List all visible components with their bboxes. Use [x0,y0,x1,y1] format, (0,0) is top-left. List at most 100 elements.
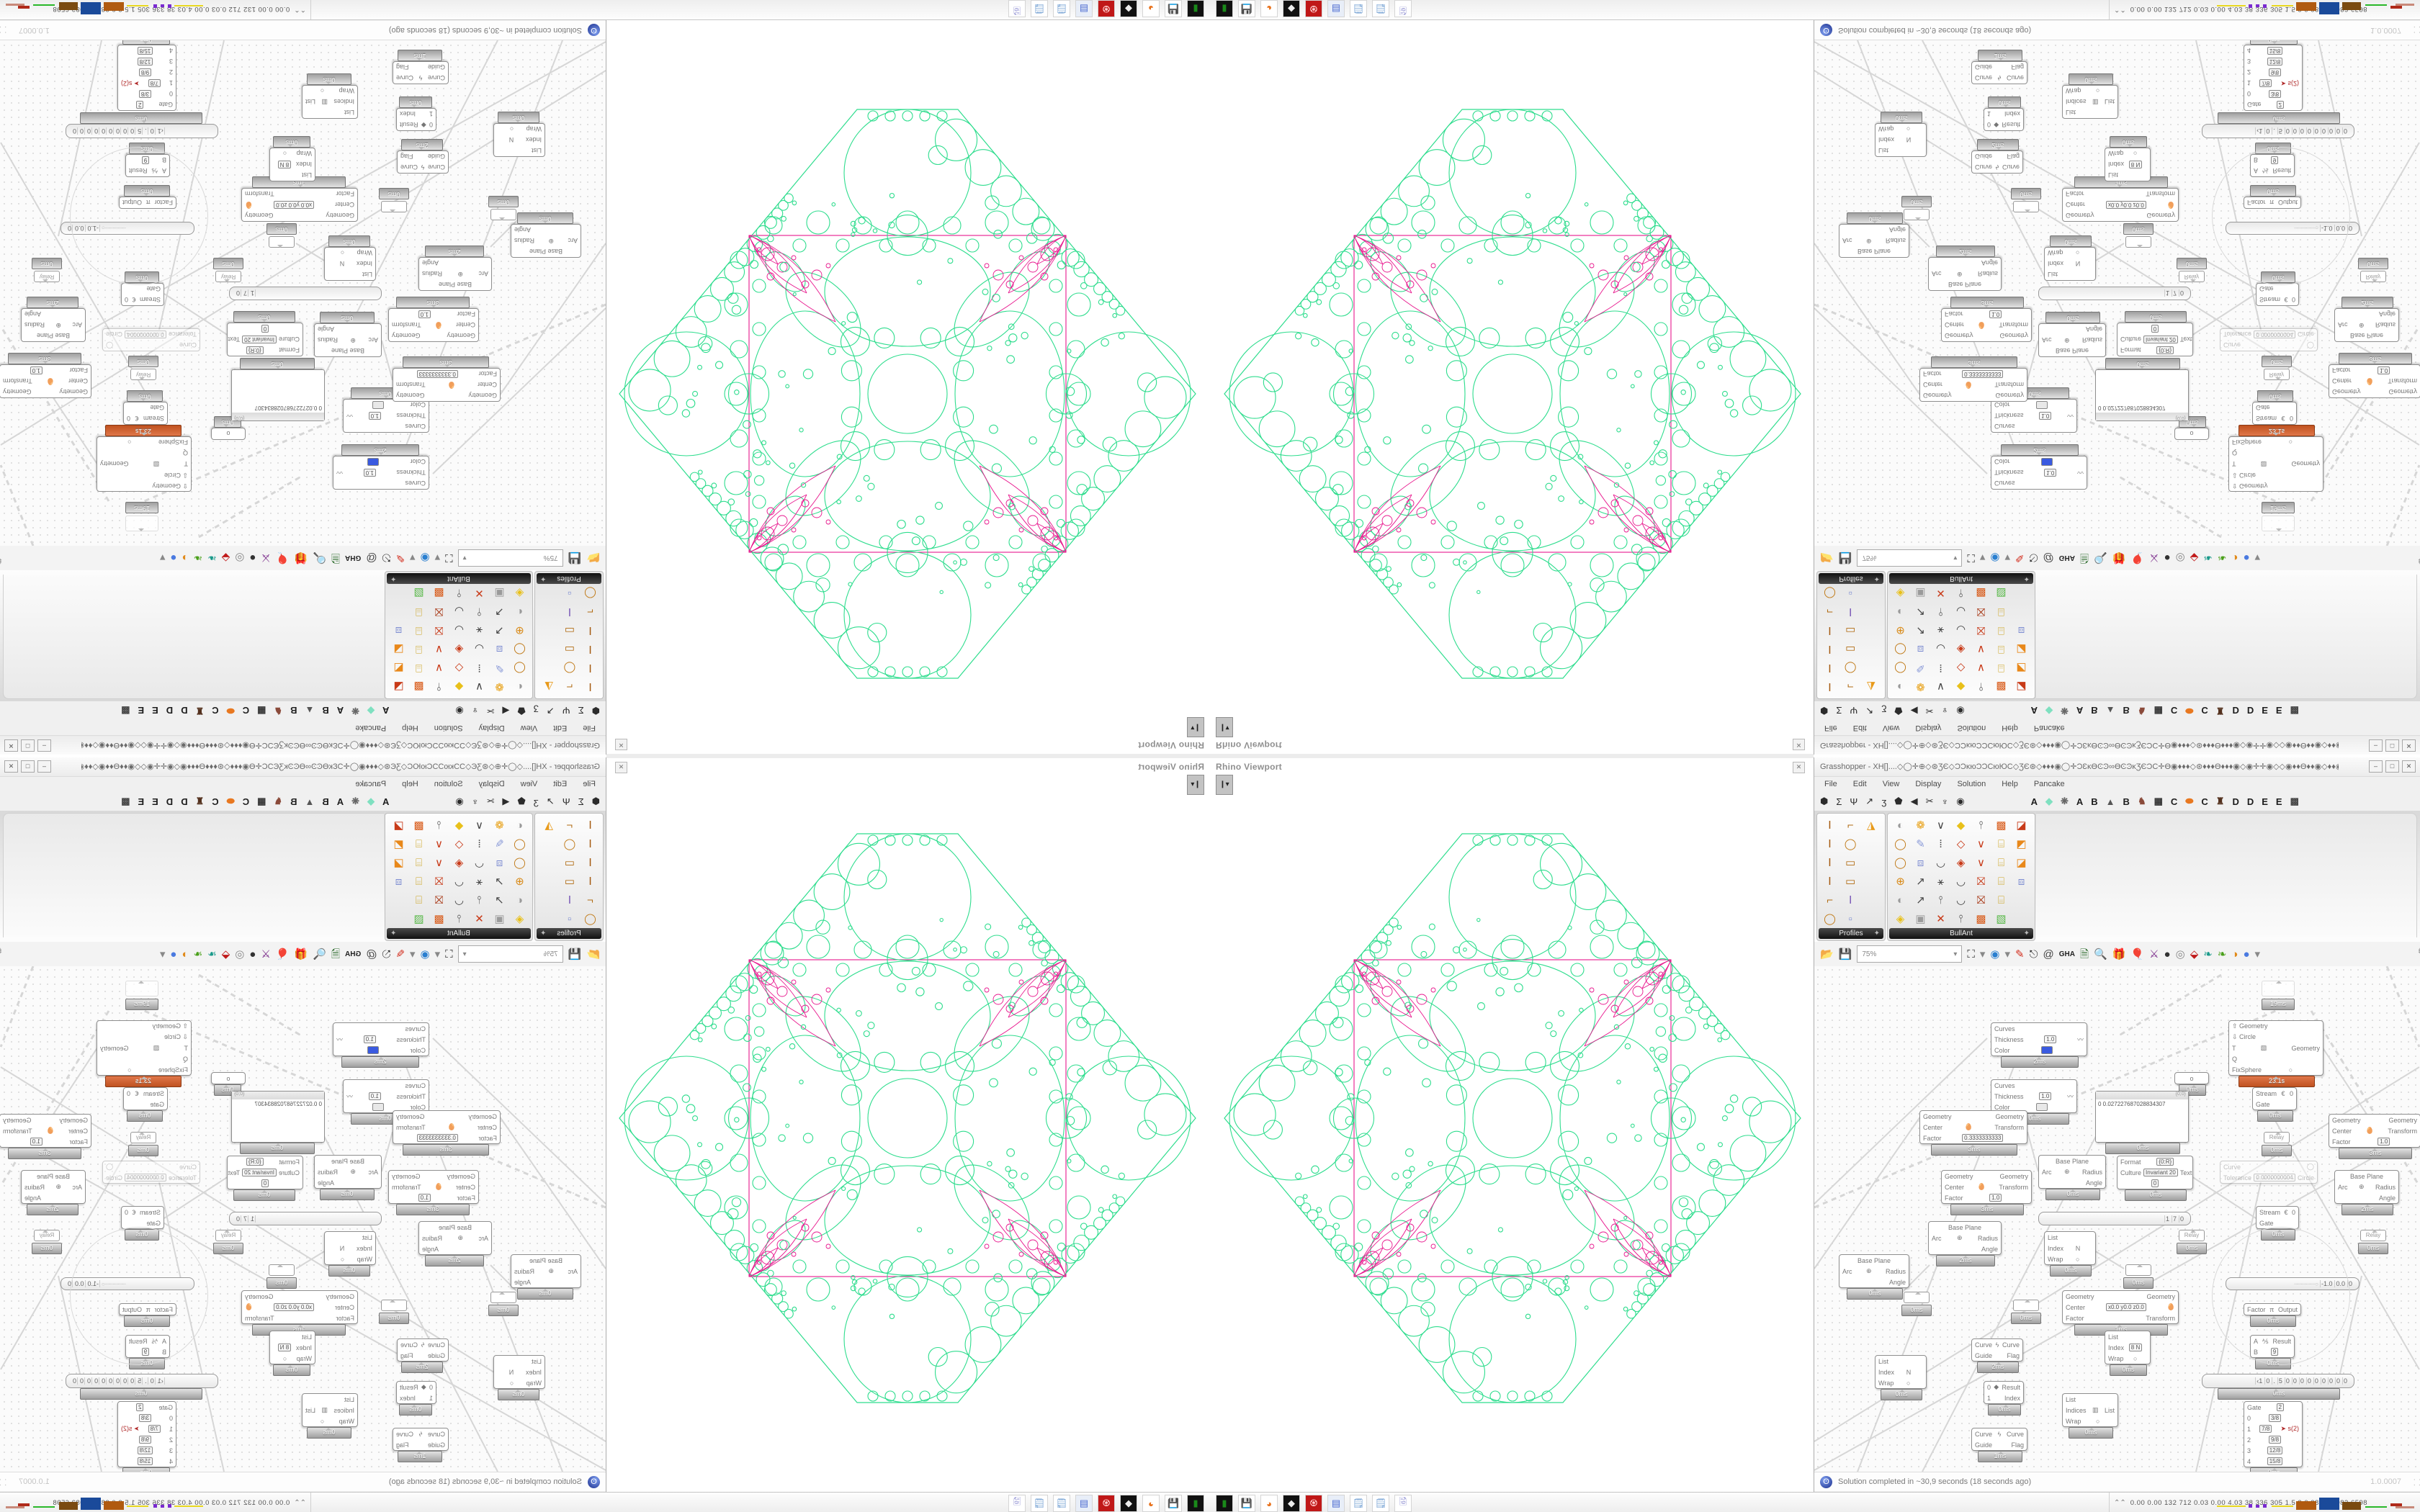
category-tab[interactable]: ❋ [2060,796,2069,806]
component-icon[interactable] [1861,872,1881,891]
component-icon[interactable]: ✕ [475,587,484,599]
component-icon[interactable]: Ⅰ [588,643,592,655]
component-icon[interactable]: ◩ [393,662,404,674]
category-tab[interactable]: A [382,705,390,716]
category-tab[interactable]: A [2076,705,2084,716]
number-slider[interactable]: ‹1 0. 5 0 0 0 0 0 0 0 0 0 0ms [2202,112,2354,138]
category-tab[interactable]: ♜ [2215,706,2225,716]
number-slider[interactable]: ‹1 0. 5 0 0 0 0 0 0 0 0 0 0ms [2202,1374,2354,1400]
component-icon[interactable]: ∨ [1977,643,1985,655]
gh-component[interactable]: List Index N Wrap ○ 0ms [1875,112,1927,157]
floppy64-icon[interactable]: 💾 [1165,1495,1182,1512]
grasshopper-titlebar[interactable]: Grasshopper - XH[]....◇◯✛⊕◇⊛ƷЄ◇ƆƆᴋюƆƆCюЮ… [1814,757,2420,777]
gh-component[interactable]: List Indices ▥ List Wrap ○ 0ms [2062,1393,2118,1439]
galapagos-icon[interactable]: ⚔ [2149,948,2159,960]
component-icon[interactable]: ↗ [495,894,504,906]
caret-icon[interactable]: ▾ [159,948,166,960]
gh-component[interactable]: List Index N Wrap ○ 0ms [324,1231,376,1277]
category-tab[interactable]: ⬬ [226,796,235,806]
component-icon[interactable]: ◯ [514,643,526,655]
gh-component[interactable]: Curve ϟ Curve Guide Flag 1ms [1971,50,2027,84]
sketch-pen-icon[interactable]: ✎ [395,948,405,960]
gem-red-icon[interactable]: ⬙ [221,948,230,960]
mail-icon[interactable]: @ [366,552,377,564]
close-button[interactable]: ✕ [4,760,18,773]
gh-component[interactable]: List Index 8 N Wrap ○ 0ms [269,136,315,181]
resize-grip[interactable]: ⸬ [0,1476,6,1488]
zoom-level-combo[interactable]: 75% ▾ [457,945,563,963]
component-icon[interactable]: ↗ [1916,894,1925,906]
component-icon[interactable]: ▭ [564,643,575,655]
category-tab[interactable]: ♞ [2137,706,2146,716]
relay-node[interactable]: Relay 0ms [2176,258,2208,282]
menu-item-help[interactable]: Help [402,724,418,732]
balloon-icon[interactable]: 🎈 [275,552,290,564]
notepad2-icon[interactable]: 🗒 [1372,0,1389,17]
notepad-icon[interactable]: 🗒 [1350,1495,1367,1512]
component-icon[interactable]: Ⅰ [588,662,592,674]
drop-teal-icon[interactable]: ❧ [207,948,217,960]
component-icon[interactable]: ◐ [1896,819,1904,832]
component-icon[interactable] [539,872,559,891]
component-icon[interactable] [539,834,559,853]
close-button[interactable]: ✕ [2402,760,2416,773]
component-icon[interactable]: ⛝ [434,624,444,637]
component-icon[interactable]: ▭ [1845,643,1856,655]
gh-component[interactable]: Curve ◯ Tolerance 0.0000000004 Circle [2220,328,2318,351]
component-icon[interactable]: ◈ [1896,913,1905,925]
component-icon[interactable]: Ⅰ [568,606,572,618]
gh-component[interactable]: Curve ϟ Curve Guide Flag 2ms [397,1338,449,1373]
gh-component[interactable]: Geometry Geometry Center 🥚 Transform Factor 0.… [1919,1110,2027,1156]
find-icon[interactable]: 🔍 [313,552,326,564]
component-icon[interactable]: ◡ [454,894,465,906]
menu-item-view[interactable]: View [520,780,538,788]
red-card-icon[interactable]: ♼ [1305,0,1322,17]
category-tab[interactable]: A [2030,705,2038,716]
grasshopper-canvas[interactable]: Curves Thickness 1.0 〰 Color ■ 2ms Curves Thickn… [0,966,606,1472]
category-tab-icon[interactable]: ◀ [1910,796,1918,806]
component-icon[interactable]: ◯ [1894,643,1906,655]
component-icon[interactable]: ∨ [1937,819,1945,832]
close-icon[interactable]: ✕ [615,762,627,773]
floppy64-icon[interactable]: 💾 [1165,0,1182,17]
component-icon[interactable]: ❁ [495,680,504,693]
component-icon[interactable]: ▭ [564,876,575,888]
category-tab[interactable]: B [322,705,329,716]
gh-component[interactable]: Curve ϟ Curve Guide Flag 1ms [393,1428,449,1462]
component-icon[interactable]: ▫ [1848,587,1852,600]
category-tab[interactable]: D [2232,705,2239,716]
gh-component[interactable]: Stream €0 Gate 0ms [123,1087,168,1122]
category-tab[interactable]: ❋ [351,796,360,806]
component-icon[interactable]: ⌐ [1847,680,1854,693]
gha-icon[interactable]: GHA [345,554,362,562]
component-icon[interactable]: ◯ [514,838,526,850]
menu-item-edit[interactable]: Edit [1852,780,1867,788]
component-icon[interactable]: ▫ [568,587,572,600]
menu-item-solution[interactable]: Solution [1957,780,1986,788]
grasshopper-canvas[interactable]: Curves Thickness 1.0 〰 Color ■ 2ms Curves Thickn… [1814,40,2420,546]
category-tab-icon[interactable]: ⬟ [1894,796,1903,806]
component-icon[interactable]: ⚹ [476,875,483,888]
component-icon[interactable]: ⊕ [1896,876,1905,888]
component-icon[interactable]: ⌸ [1997,894,2004,906]
gh-component[interactable]: Base Plane Arc ⊕ Radius Angle 2ms [1928,246,2002,291]
component-icon[interactable]: ▧ [413,913,424,925]
gh-component[interactable]: Base Plane Arc ⊕ Radius Angle 2ms [2334,1170,2399,1215]
minimize-button[interactable]: ‒ [2369,760,2383,773]
component-icon[interactable]: ⫯ [1978,819,1984,832]
component-icon[interactable]: ▭ [1845,857,1856,869]
gh-component[interactable]: ⇧ Geometry ⇩ Circle T ▧ Geometry Q FixSphere ○ 2… [2228,425,2323,492]
mail-icon[interactable]: @ [366,948,377,960]
gh-component[interactable]: Stream €0 Gate 0ms [2256,271,2299,306]
component-icon[interactable]: Ⅰ [1828,838,1832,850]
gh-component[interactable]: Geometry Geometry Center 🥚 Transform Factor 1.… [388,1170,479,1215]
gh-component[interactable]: Stream €0 Gate 0ms [2252,390,2297,425]
category-tab[interactable]: B [290,705,297,716]
component-icon[interactable]: ⌐ [1847,819,1854,832]
gh-component[interactable]: Curves Thickness 1.0 〰 Color ■ 2ms [1991,1022,2087,1068]
category-tab[interactable]: ♞ [2137,796,2146,806]
torus-icon[interactable]: ◎ [2175,552,2185,564]
category-tab[interactable]: D [166,796,174,807]
gh-component[interactable]: Format {0:R} Culture Invariant 20 Text 0 0ms [2117,1156,2193,1201]
